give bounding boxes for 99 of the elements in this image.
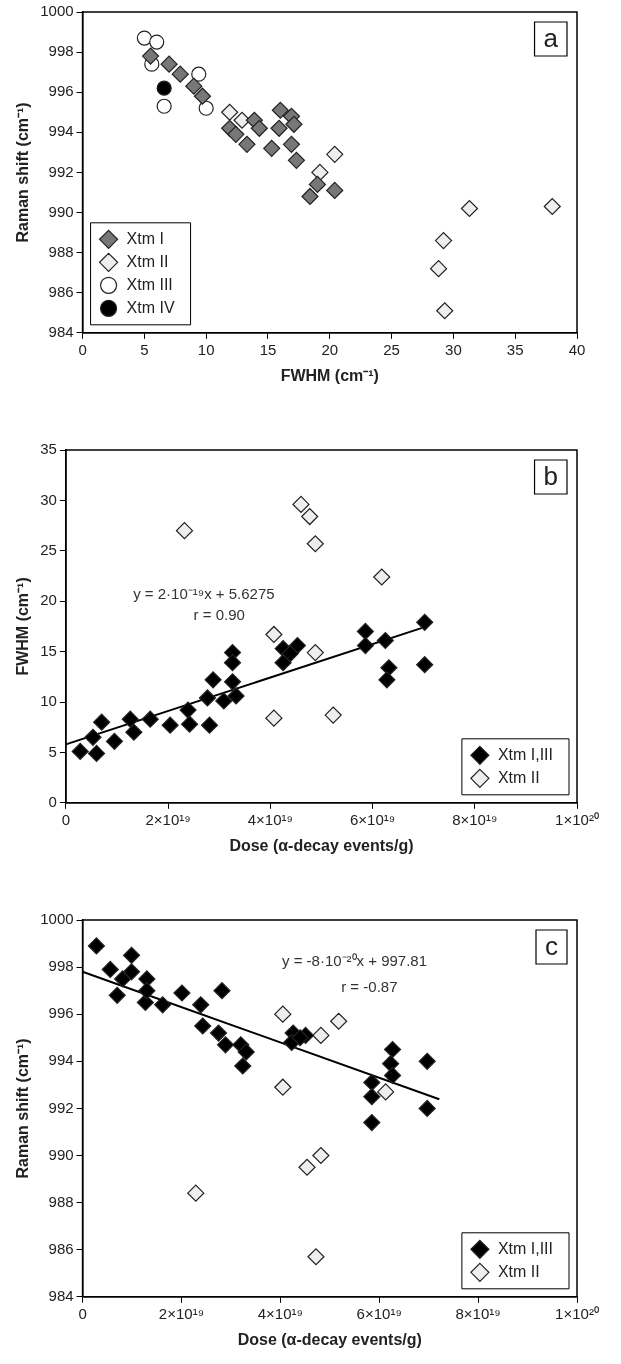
x-axis-title: Dose (α-decay events/g) [229, 836, 414, 854]
x-tick-label: 8×10¹⁹ [452, 810, 498, 828]
x-tick-label: 6×10¹⁹ [349, 810, 396, 828]
y-tick-label: 996 [48, 1004, 74, 1022]
y-tick-label: 986 [48, 1239, 74, 1257]
point [156, 98, 172, 114]
x-tick-label: 15 [259, 340, 277, 358]
y-tick-label: 990 [48, 202, 74, 220]
x-tick-label: 1×10²⁰ [555, 810, 599, 828]
point [149, 34, 165, 50]
y-tick-label: 1000 [40, 2, 74, 20]
y-tick-label: 986 [48, 282, 74, 300]
legend-label: Xtm I,III [497, 745, 554, 763]
y-tick-label: 996 [48, 82, 74, 100]
y-tick-label: 988 [48, 1192, 74, 1210]
x-tick-label: 4×10¹⁹ [247, 810, 293, 828]
x-tick-label: 0 [78, 340, 87, 358]
x-tick-label: 2×10¹⁹ [158, 1304, 205, 1322]
y-tick-label: 992 [48, 162, 74, 180]
y-tick-label: 984 [48, 1286, 74, 1304]
x-tick-label: 40 [568, 340, 586, 358]
point [191, 66, 207, 82]
point [460, 199, 479, 218]
y-axis-title: Raman shift (cm⁻¹) [14, 102, 32, 243]
point [285, 115, 303, 133]
y-tick-label: 1000 [40, 910, 74, 928]
y-tick-label: 5 [48, 742, 57, 760]
point [221, 103, 239, 121]
legend-label: Xtm I [126, 229, 164, 247]
point [136, 30, 152, 46]
y-axis-title: FWHM (cm⁻¹) [14, 577, 32, 676]
y-tick-label: 0 [48, 792, 57, 810]
x-tick-label: 5 [140, 340, 149, 358]
point [326, 181, 344, 200]
y-tick-label: 994 [48, 122, 74, 140]
point [171, 65, 189, 83]
point [326, 145, 344, 163]
legend-label: Xtm IV [126, 298, 175, 316]
annotation: y = 2·10⁻¹⁹x + 5.6275 [133, 584, 275, 602]
point [227, 125, 245, 143]
point [250, 119, 268, 137]
point [156, 80, 172, 96]
legend-label: Xtm II [497, 1262, 540, 1280]
x-tick-label: 0 [78, 1304, 87, 1322]
y-tick-label: 35 [40, 440, 57, 458]
y-tick-label: 30 [40, 490, 57, 508]
point [270, 119, 288, 137]
x-tick-label: 25 [383, 340, 400, 358]
x-tick-label: 20 [321, 340, 339, 358]
point [238, 135, 256, 153]
legend-label: Xtm I,III [497, 1239, 554, 1257]
y-tick-label: 25 [40, 540, 57, 558]
point [233, 111, 251, 129]
point [543, 197, 561, 216]
point [185, 77, 203, 95]
x-tick-label: 2×10¹⁹ [145, 810, 191, 828]
y-tick-label: 984 [48, 322, 74, 340]
point [141, 47, 160, 65]
y-tick-label: 10 [40, 692, 57, 710]
point [434, 231, 453, 250]
x-tick-label: 1×10²⁰ [555, 1304, 599, 1322]
y-axis-title: Raman shift (cm⁻¹) [14, 1038, 32, 1179]
point [160, 55, 178, 73]
legend-label: Xtm III [126, 275, 173, 293]
point [311, 163, 329, 181]
point [282, 135, 301, 153]
point [429, 260, 448, 278]
y-tick-label: 15 [40, 641, 57, 659]
annotation: a [543, 23, 559, 54]
x-axis-title: Dose (α-decay events/g) [237, 1330, 422, 1348]
y-tick-label: 990 [48, 1145, 74, 1163]
y-tick-label: 998 [48, 957, 74, 975]
y-tick-label: 20 [40, 591, 57, 609]
annotation: r = -0.87 [341, 977, 398, 995]
point [308, 175, 327, 194]
y-tick-label: 994 [48, 1051, 74, 1069]
x-axis-title: FWHM (cm⁻¹) [280, 366, 379, 384]
legend-label: Xtm II [126, 252, 169, 270]
x-tick-label: 4×10¹⁹ [257, 1304, 303, 1322]
annotation: b [543, 461, 558, 492]
x-tick-label: 8×10¹⁹ [455, 1304, 501, 1322]
x-tick-label: 35 [506, 340, 524, 358]
annotation: y = -8·10⁻²⁰x + 997.81 [281, 951, 428, 969]
y-tick-label: 988 [48, 242, 74, 260]
y-tick-label: 998 [48, 42, 74, 60]
annotation: c [545, 931, 558, 962]
point [287, 151, 306, 169]
annotation: r = 0.90 [193, 605, 245, 623]
point [263, 139, 281, 157]
x-tick-label: 30 [445, 340, 462, 358]
point [198, 100, 214, 116]
point [436, 302, 454, 320]
x-tick-label: 6×10¹⁹ [356, 1304, 402, 1322]
x-tick-label: 10 [197, 340, 215, 358]
y-tick-label: 992 [48, 1098, 74, 1116]
legend-label: Xtm II [497, 768, 540, 786]
point [193, 87, 212, 105]
point [271, 101, 289, 119]
point [301, 187, 319, 206]
